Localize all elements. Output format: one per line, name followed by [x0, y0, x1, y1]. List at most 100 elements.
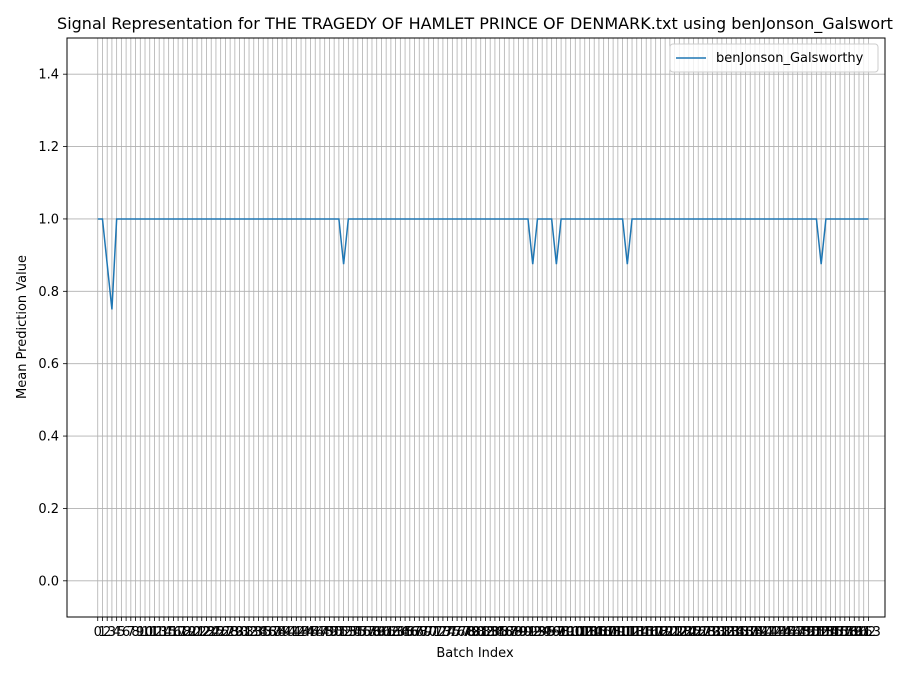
y-tick-label: 0.0 — [38, 574, 59, 589]
x-tick-label: 24 — [203, 625, 220, 640]
x-tick-label: 148 — [785, 625, 810, 640]
y-tick-label: 0.2 — [38, 502, 59, 517]
x-tick-label: 33 — [245, 625, 262, 640]
x-tick-label: 105 — [582, 625, 607, 640]
x-tick-label: 58 — [364, 625, 381, 640]
x-tick-label: 127 — [686, 625, 711, 640]
x-tick-label: 43 — [293, 625, 310, 640]
x-tick-label: 129 — [695, 625, 720, 640]
x-tick-label: 159 — [837, 625, 862, 640]
x-tick-label: 61 — [378, 625, 395, 640]
x-tick-label: 163 — [856, 625, 881, 640]
x-tick-label: 154 — [813, 625, 838, 640]
x-tick-label: 69 — [416, 625, 433, 640]
series-line-benjonson-galsworthy — [97, 218, 869, 310]
x-tick-label: 152 — [804, 625, 829, 640]
y-tick-label: 1.0 — [38, 212, 59, 227]
x-tick-label: 160 — [842, 625, 867, 640]
x-tick-label: 121 — [657, 625, 682, 640]
x-tick-label: 79 — [463, 625, 480, 640]
x-tick-label: 116 — [634, 625, 659, 640]
x-tick-label: 161 — [847, 625, 872, 640]
y-tick-label: 1.2 — [38, 140, 59, 155]
x-tick-label: 3 — [108, 625, 116, 640]
x-tick-label: 20 — [184, 625, 201, 640]
x-tick-label: 1 — [98, 625, 106, 640]
x-tick-label: 76 — [449, 625, 466, 640]
x-tick-label: 31 — [236, 625, 253, 640]
x-tick-label: 139 — [743, 625, 768, 640]
x-tick-label: 7 — [127, 625, 135, 640]
x-tick-label: 63 — [387, 625, 404, 640]
x-tick-label: 130 — [700, 625, 725, 640]
x-tick-label: 115 — [629, 625, 654, 640]
x-tick-label: 131 — [705, 625, 730, 640]
x-tick-label: 81 — [472, 625, 489, 640]
x-tick-label: 82 — [477, 625, 494, 640]
x-tick-label: 141 — [752, 625, 777, 640]
x-tick-label: 46 — [307, 625, 324, 640]
x-tick-label: 42 — [288, 625, 305, 640]
x-tick-label: 151 — [799, 625, 824, 640]
x-tick-label: 128 — [691, 625, 716, 640]
x-tick-label: 25 — [208, 625, 225, 640]
x-tick-label: 26 — [212, 625, 229, 640]
x-tick-label: 72 — [430, 625, 447, 640]
x-tick-label: 71 — [425, 625, 442, 640]
x-tick-label: 132 — [709, 625, 734, 640]
x-tick-label: 70 — [420, 625, 437, 640]
x-tick-label: 55 — [350, 625, 367, 640]
x-tick-label: 119 — [648, 625, 673, 640]
y-tick-label: 1.4 — [38, 68, 59, 83]
x-tick-label: 153 — [809, 625, 834, 640]
x-tick-label: 118 — [643, 625, 668, 640]
x-tick-label: 87 — [501, 625, 518, 640]
x-tick-label: 38 — [269, 625, 286, 640]
x-tick-label: 86 — [496, 625, 513, 640]
x-tick-label: 68 — [411, 625, 428, 640]
x-tick-label: 37 — [264, 625, 281, 640]
x-tick-label: 96 — [543, 625, 560, 640]
x-tick-label: 75 — [444, 625, 461, 640]
x-tick-label: 16 — [165, 625, 182, 640]
x-tick-label: 98 — [553, 625, 570, 640]
x-tick-label: 4 — [113, 625, 121, 640]
x-tick-label: 110 — [605, 625, 630, 640]
x-tick-label: 23 — [198, 625, 215, 640]
x-tick-label: 92 — [524, 625, 541, 640]
x-tick-label: 5 — [117, 625, 125, 640]
x-tick-label: 59 — [368, 625, 385, 640]
x-tick-label: 52 — [335, 625, 352, 640]
x-tick-label: 125 — [676, 625, 701, 640]
x-tick-label: 106 — [587, 625, 612, 640]
x-tick-label: 51 — [331, 625, 348, 640]
x-tick-label: 157 — [828, 625, 853, 640]
y-axis-label: Mean Prediction Value — [15, 255, 30, 399]
x-tick-label: 120 — [653, 625, 678, 640]
x-tick-label: 133 — [714, 625, 739, 640]
plot-area — [66, 37, 886, 618]
x-tick-label: 144 — [766, 625, 791, 640]
x-tick-label: 123 — [667, 625, 692, 640]
x-tick-label: 78 — [458, 625, 475, 640]
x-tick-label: 90 — [515, 625, 532, 640]
x-tick-label: 41 — [283, 625, 300, 640]
x-tick-label: 35 — [255, 625, 272, 640]
x-tick-label: 84 — [487, 625, 504, 640]
x-tick-label: 12 — [146, 625, 163, 640]
x-tick-label: 2 — [103, 625, 111, 640]
x-tick-label: 80 — [468, 625, 485, 640]
x-tick-label: 95 — [539, 625, 556, 640]
x-tick-label: 14 — [156, 625, 173, 640]
x-tick-label: 109 — [601, 625, 626, 640]
x-tick-label: 97 — [548, 625, 565, 640]
x-tick-label: 36 — [260, 625, 277, 640]
x-tick-label: 162 — [851, 625, 876, 640]
x-axis-label: Batch Index — [436, 646, 514, 661]
x-tick-label: 49 — [321, 625, 338, 640]
x-tick-label: 60 — [373, 625, 390, 640]
x-tick-label: 137 — [733, 625, 758, 640]
x-tick-label: 6 — [122, 625, 130, 640]
